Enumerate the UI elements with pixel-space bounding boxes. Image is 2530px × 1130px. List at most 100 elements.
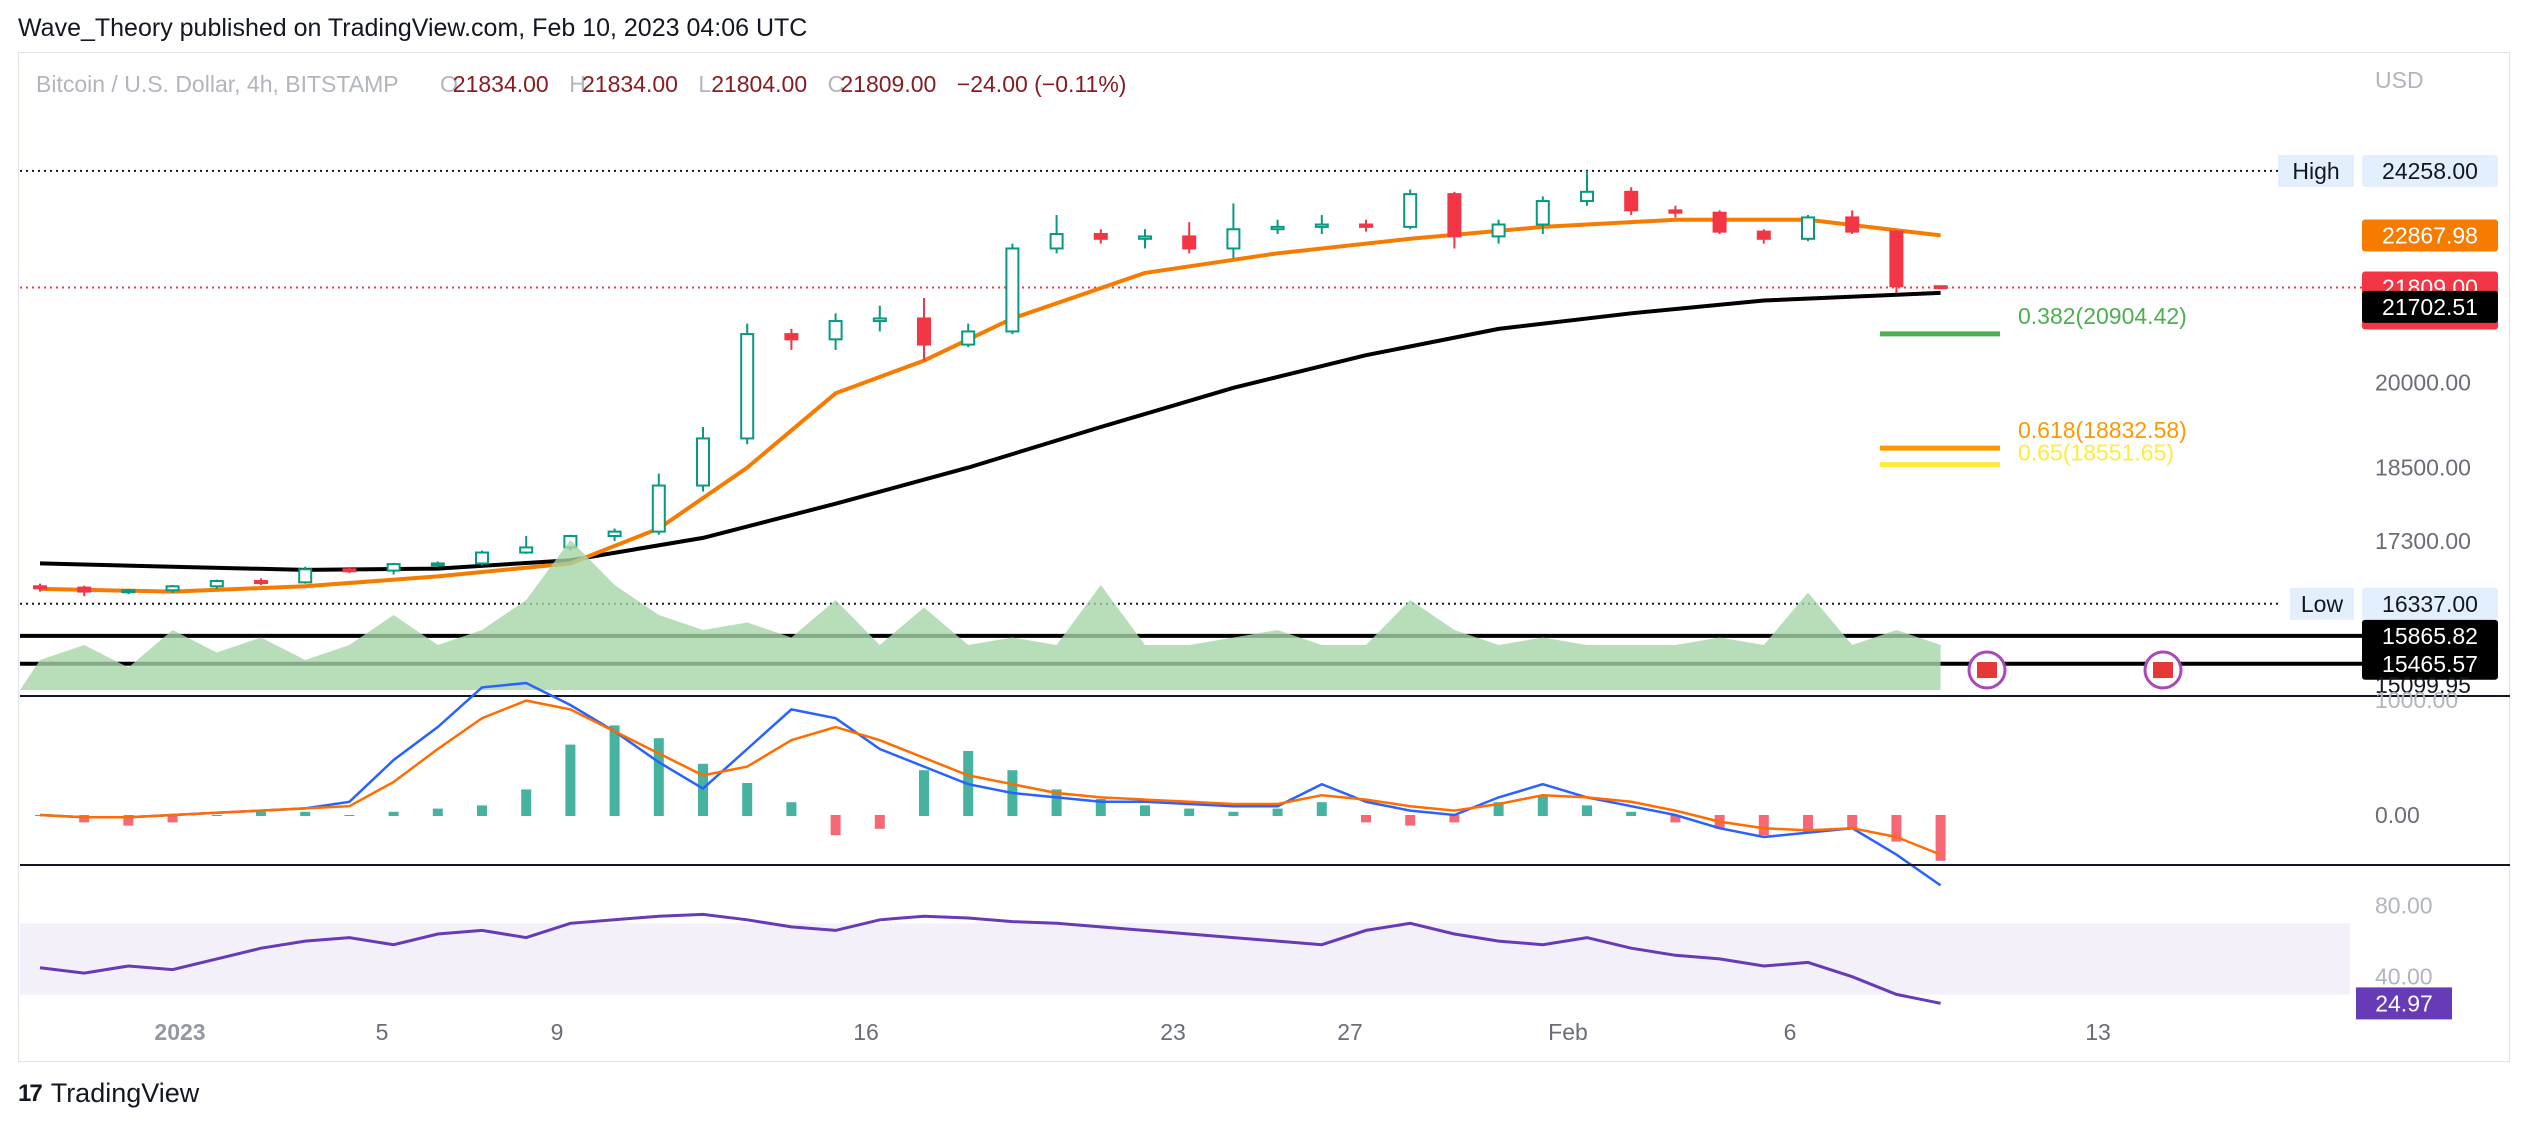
ema200-price-tag: 21702.51: [2362, 290, 2498, 323]
x-tick-label: 2023: [154, 1019, 205, 1045]
candle-body: [1226, 228, 1241, 250]
support1-price-tag-bg: [2362, 619, 2498, 652]
candle-body: [1756, 230, 1771, 240]
candle-body: [1491, 223, 1506, 238]
candle-body: [696, 437, 710, 487]
candle-body: [342, 568, 357, 573]
low-tag-bg: [2290, 587, 2354, 620]
x-tick-label: 6: [1784, 1019, 1797, 1045]
high-price-tag-text: 24258.00: [2382, 158, 2478, 184]
candle-body: [872, 317, 887, 323]
footer-brand: TradingView: [50, 1078, 200, 1108]
footer-logo[interactable]: 17 TradingView: [18, 1078, 199, 1109]
us-flag-icon-stripes-0: [1977, 662, 1997, 678]
macd-histogram-bar: [1140, 805, 1150, 816]
candle-body: [209, 580, 224, 588]
macd-histogram-bar: [388, 811, 399, 816]
macd-zero-label: 0.00: [2375, 802, 2420, 828]
high-price-tag-bg: [2362, 154, 2498, 187]
ohlc-part-5: 21804.00: [711, 71, 807, 97]
rsi-band: [20, 923, 2350, 995]
candle-body: [1314, 223, 1329, 228]
macd-histogram-bar: [565, 744, 576, 816]
macd-histogram-bar: [1184, 808, 1195, 816]
x-tick-label: 27: [1337, 1019, 1363, 1045]
volume-area: [20, 540, 1941, 690]
rsi-last-bg: [2356, 987, 2452, 1020]
macd-histogram-bar: [79, 815, 90, 823]
chart-frame: [18, 52, 2510, 1062]
tradingview-logo-icon: 17: [18, 1079, 43, 1107]
macd-histogram-bar: [1405, 815, 1416, 826]
support2-price-tag: 15465.57: [2362, 647, 2498, 680]
rsi-line: [39, 912, 1941, 1005]
macd-histogram-bar: [123, 815, 134, 826]
macd-histogram-bar: [211, 815, 222, 816]
macd-histogram-bar: [1803, 815, 1813, 832]
ohlc-part-0: O: [440, 71, 458, 97]
candle-body: [519, 546, 534, 554]
macd-histogram-bar: [653, 738, 664, 816]
low-price-tag-text: 16337.00: [2382, 591, 2478, 617]
candle-body: [77, 586, 92, 593]
candle-body: [1624, 190, 1639, 212]
macd-histogram-bar: [167, 815, 178, 823]
candle-body: [1049, 233, 1064, 250]
fib-label-1: 0.618(18832.58): [2018, 417, 2187, 443]
candle-body: [1801, 216, 1815, 240]
macd-histogram-bar: [1582, 805, 1592, 816]
candle-body: [651, 484, 666, 533]
candle-body: [298, 568, 313, 584]
macd-histogram-bar: [1095, 799, 1106, 816]
macd-histogram-bar: [1758, 815, 1769, 836]
candle-body: [1580, 190, 1594, 203]
candle-body: [1359, 223, 1373, 228]
candle-body: [1889, 230, 1904, 288]
macd-histogram-bar: [1051, 789, 1062, 816]
macd-histogram-bar: [1361, 815, 1371, 823]
candle-body: [1712, 211, 1727, 233]
candle-body: [430, 562, 445, 567]
y-tick-label: 20000.00: [2375, 369, 2471, 395]
ohlc-part-1: 21834.00: [453, 71, 549, 97]
candle-body: [1447, 193, 1462, 238]
macd-histogram-bar: [919, 770, 929, 816]
candle-body: [961, 330, 976, 346]
ema200-price-tag-text: 21702.51: [2382, 294, 2478, 320]
macd-histogram-bar: [742, 783, 753, 816]
ema50-price-tag-bg: [2362, 219, 2498, 252]
ohlc-part-2: H: [569, 71, 586, 97]
signal-line: [39, 699, 1942, 856]
macd-histogram-bar: [1316, 802, 1327, 816]
candle-body: [1005, 247, 1020, 333]
macd-top-label: 1000.00: [2375, 687, 2458, 713]
x-tick-label: 16: [853, 1019, 879, 1045]
candle-body: [254, 580, 268, 585]
candle-body: [1093, 233, 1108, 240]
ema50-line: [39, 217, 1941, 594]
currency-label: USD: [2375, 67, 2424, 93]
ohlc-part-3: 21834.00: [582, 71, 678, 97]
candle-body: [1270, 225, 1285, 231]
high-tag-bg: [2278, 154, 2354, 187]
macd-histogram-bar: [1935, 815, 1946, 861]
candle-body: [386, 563, 401, 572]
macd-histogram-bar: [786, 802, 797, 816]
ema200-price-tag-bg: [2362, 290, 2498, 323]
high-tag-label: High: [2292, 158, 2339, 184]
ema50-price-tag: 22867.98: [2362, 219, 2498, 252]
macd-histogram-bar: [1626, 811, 1637, 816]
x-tick-label: 23: [1160, 1019, 1186, 1045]
macd-histogram-bar: [1449, 815, 1460, 823]
low-price-tag-bg: [2362, 587, 2498, 620]
macd-line: [39, 681, 1942, 887]
support2-price-tag-text: 15465.57: [2382, 651, 2478, 677]
macd-histogram-bar: [344, 815, 355, 816]
candle-body: [33, 585, 47, 590]
macd-histogram-bar: [1272, 808, 1283, 816]
macd-histogram-bar: [477, 805, 487, 816]
ema200-line: [39, 290, 1941, 572]
macd-histogram-bar: [1891, 815, 1902, 842]
macd-histogram-bar: [1670, 815, 1681, 823]
